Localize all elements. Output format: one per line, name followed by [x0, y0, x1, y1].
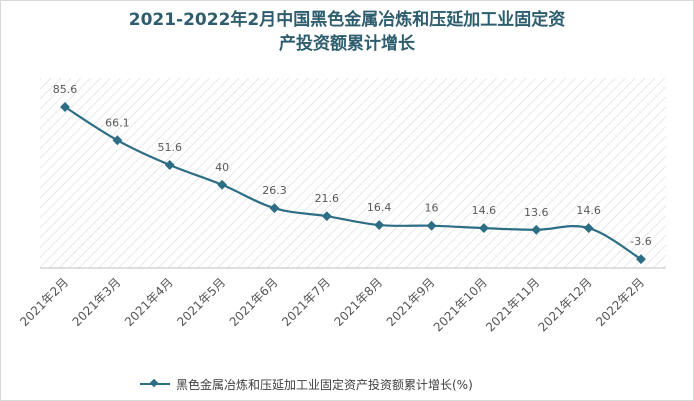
- data-point-marker: [426, 220, 437, 231]
- data-point-marker: [217, 179, 228, 190]
- data-label: 26.3: [262, 184, 287, 197]
- data-label: 51.6: [157, 141, 182, 154]
- x-tick-label: 2021年2月: [17, 275, 71, 329]
- data-point-marker: [478, 223, 489, 234]
- x-tick-label: 2021年4月: [122, 275, 176, 329]
- data-point-marker: [112, 135, 123, 146]
- data-point-marker: [269, 203, 280, 214]
- x-tick-label: 2021年7月: [279, 275, 333, 329]
- legend-swatch-icon: [140, 378, 170, 388]
- chart-title-line-1: 2021-2022年2月中国黑色金属冶炼和压延加工业固定资: [128, 10, 566, 30]
- series-layer: [60, 102, 646, 265]
- x-tick-label: 2021年3月: [70, 275, 124, 329]
- data-label: 85.6: [53, 83, 78, 96]
- diamond-marker-icon: [149, 378, 159, 388]
- x-tick-label: 2021年6月: [227, 275, 281, 329]
- data-point-marker: [321, 211, 332, 222]
- x-tick-label: 2021年8月: [331, 275, 385, 329]
- x-axis-tick-labels: 2021年2月2021年3月2021年4月2021年5月2021年6月2021年…: [17, 275, 647, 334]
- data-point-marker: [583, 223, 594, 234]
- x-tick-label: 2021年5月: [174, 275, 228, 329]
- data-label: 40: [215, 161, 229, 174]
- x-tick-label: 2021年12月: [535, 275, 594, 334]
- data-label: 16: [425, 202, 439, 215]
- plot-area: [40, 78, 666, 268]
- data-labels: 85.6 66.1 51.6 40 26.3 21.6 16.4 16 14.6 13.6 14.6…: [53, 83, 652, 248]
- x-tick-label: 2021年11月: [483, 275, 542, 334]
- chart-title-line-2: 产投资额累计增长: [279, 34, 415, 54]
- data-label: 14.6: [576, 204, 601, 217]
- legend: 黑色金属冶炼和压延加工业固定资产投资额累计增长(%): [140, 376, 473, 392]
- x-tick-label: 2022年2月: [593, 275, 647, 329]
- data-point-marker: [531, 224, 542, 235]
- data-point-marker: [164, 160, 175, 170]
- legend-label: 黑色金属冶炼和压延加工业固定资产投资额累计增长(%): [176, 377, 473, 392]
- data-label: -3.6: [630, 235, 651, 248]
- data-label: 14.6: [472, 204, 497, 217]
- data-label: 13.6: [524, 206, 549, 219]
- data-point-marker: [60, 102, 70, 112]
- chart-title: 2021-2022年2月中国黑色金属冶炼和压延加工业固定资 产投资额累计增长: [0, 8, 694, 56]
- data-point-marker: [374, 220, 385, 230]
- x-tick-label: 2021年10月: [431, 275, 490, 334]
- data-label: 66.1: [105, 116, 130, 129]
- data-label: 21.6: [315, 192, 340, 205]
- data-label: 16.4: [367, 201, 392, 214]
- x-tick-label: 2021年9月: [384, 275, 438, 329]
